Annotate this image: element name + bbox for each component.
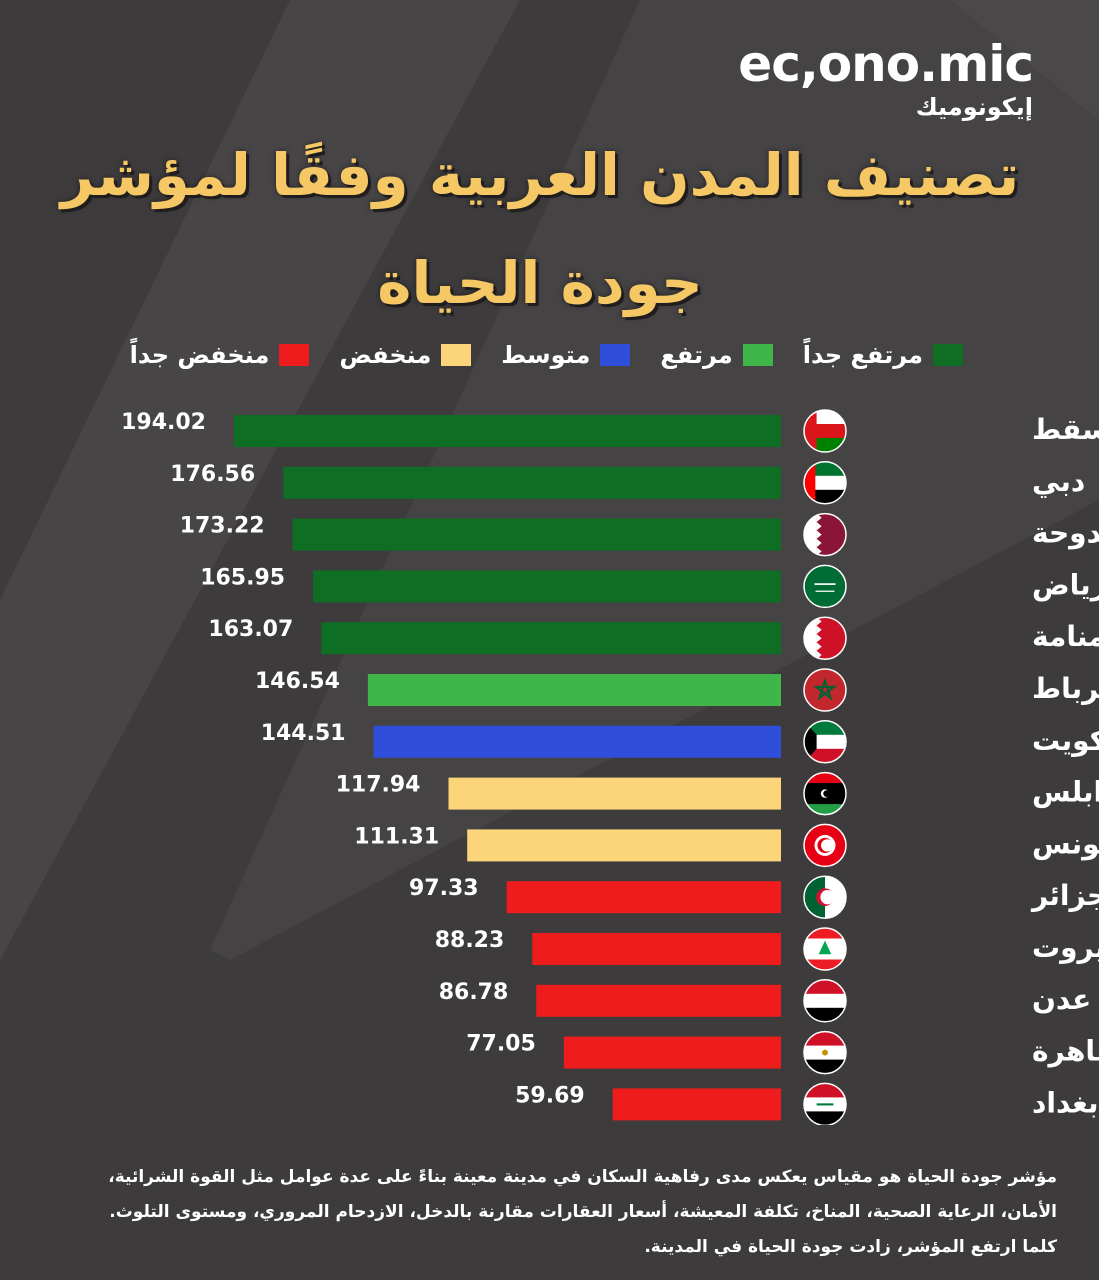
category-label: الدوحة: [1032, 517, 1099, 550]
bar: [373, 725, 781, 758]
legend-swatch: [742, 344, 773, 366]
bar: [283, 466, 781, 499]
bar-value-label: 144.51: [261, 721, 346, 746]
legend-item: متوسط: [501, 341, 631, 369]
bar-value-label: 117.94: [336, 773, 421, 798]
category-label: الرباط: [1032, 672, 1099, 705]
legend-label: منخفض جداً: [129, 341, 270, 369]
bar: [536, 984, 781, 1017]
bar-value-label: 176.56: [170, 462, 255, 487]
bar-chart: 194.02 مسقط 176.56 دبي 173.22 الدوحة 165.95 الر…: [121, 409, 1099, 1125]
bar-value-label: 165.95: [200, 565, 285, 590]
legend-item: منخفض: [339, 341, 472, 369]
morocco-flag-icon: [803, 668, 847, 712]
brand-logo-arabic: إيكونوميك: [915, 93, 1033, 121]
category-label: عدن: [1032, 983, 1091, 1016]
libya-flag-icon: [803, 771, 847, 816]
category-label: الرياض: [1032, 568, 1099, 601]
legend-label: مرتفع: [660, 341, 733, 369]
category-label: تونس: [1032, 827, 1099, 860]
lebanon-flag-icon: [803, 927, 847, 971]
bar: [563, 1036, 781, 1069]
bar-value-label: 77.05: [466, 1032, 536, 1057]
category-label: طرابلس: [1032, 776, 1099, 809]
category-label: بغداد: [1032, 1086, 1098, 1119]
legend-label: متوسط: [501, 341, 591, 369]
bar-value-label: 111.31: [354, 824, 439, 849]
qatar-flag-icon: [803, 512, 847, 557]
chart-title-line2: جودة الحياة: [377, 249, 703, 317]
uae-flag-icon: [803, 461, 847, 505]
chart-legend: مرتفع جداً مرتفع متوسط منخفض منخفض جداً: [100, 338, 963, 372]
legend-swatch: [600, 344, 631, 366]
egypt-flag-icon: [803, 1030, 847, 1075]
legend-item: مرتفع: [660, 341, 773, 369]
brand-logo-latin: ec,ono.mic: [738, 35, 1034, 93]
bar-value-label: 163.07: [208, 617, 293, 642]
chart-title-line1: تصنيف المدن العربية وفقًا لمؤشر: [60, 141, 1020, 209]
bar: [467, 829, 781, 862]
legend-swatch: [933, 344, 963, 366]
bar: [532, 933, 781, 965]
yemen-flag-icon: [803, 979, 847, 1023]
bar: [292, 518, 781, 551]
bar-value-label: 146.54: [255, 669, 340, 694]
bar: [612, 1088, 781, 1121]
bar-value-label: 97.33: [409, 876, 479, 901]
bar: [234, 415, 781, 447]
tunisia-flag-icon: [803, 823, 847, 868]
category-label: بيروت: [1032, 931, 1099, 964]
bar: [313, 570, 781, 603]
category-label: الجزائر: [1030, 879, 1099, 912]
category-label: دبي: [1032, 465, 1085, 498]
legend-label: مرتفع جداً: [802, 341, 923, 369]
category-label: المنامة: [1032, 620, 1099, 653]
oman-flag-icon: [803, 409, 847, 453]
legend-label: منخفض: [339, 341, 432, 369]
algeria-flag-icon: [803, 875, 847, 919]
bar: [367, 674, 781, 706]
bar: [321, 622, 781, 655]
brand-logo: ec,ono.mic إيكونوميك: [738, 35, 1034, 122]
legend-item: منخفض جداً: [130, 341, 310, 369]
bar-value-label: 173.22: [180, 514, 265, 539]
footnote: مؤشر جودة الحياة هو مقياس يعكس مدى رفاهي…: [108, 1167, 1057, 1257]
legend-swatch: [279, 344, 310, 366]
bar: [506, 881, 781, 914]
bar-value-label: 194.02: [121, 410, 206, 435]
bar-value-label: 59.69: [515, 1083, 585, 1108]
bar: [448, 777, 781, 810]
legend-item: مرتفع جداً: [803, 341, 963, 369]
legend-swatch: [441, 344, 472, 366]
category-label: القاهرة: [1032, 1035, 1099, 1068]
saudi-flag-icon: [803, 564, 847, 609]
bar-value-label: 88.23: [435, 928, 505, 953]
iraq-flag-icon: [803, 1082, 847, 1125]
category-label: مسقط: [1032, 413, 1099, 446]
category-label: الكويت: [1032, 724, 1099, 757]
kuwait-flag-icon: [803, 720, 847, 764]
bar-value-label: 86.78: [439, 980, 509, 1005]
bahrain-flag-icon: [803, 616, 847, 660]
